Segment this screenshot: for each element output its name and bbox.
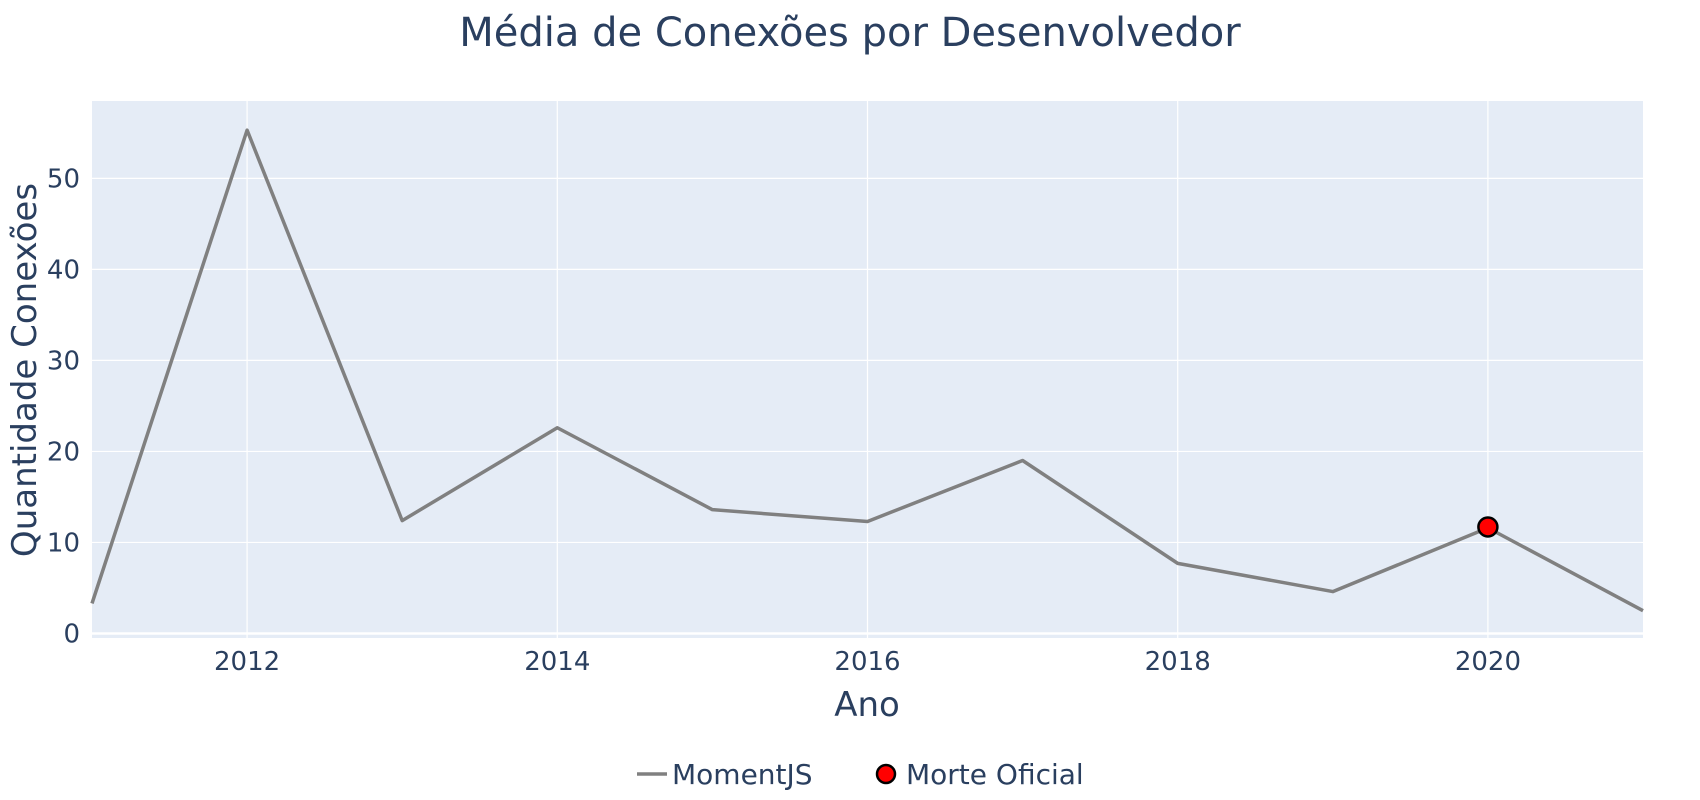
legend-label-morte-oficial: Morte Oficial xyxy=(906,758,1084,791)
y-tick-label: 40 xyxy=(47,255,80,285)
legend-marker-swatch xyxy=(875,763,897,785)
legend-item-morte-oficial[interactable]: Morte Oficial xyxy=(875,758,1084,791)
x-tick-label: 2016 xyxy=(834,647,900,677)
marker-morte-oficial xyxy=(1477,516,1499,538)
y-axis-ticks: 0 10 20 30 40 50 xyxy=(47,164,80,649)
series-line-momentjs xyxy=(90,128,1644,613)
legend-item-momentjs[interactable]: MomentJS xyxy=(637,758,813,791)
chart-title: Média de Conexões por Desenvolvedor xyxy=(459,10,1241,56)
x-tick-label: 2018 xyxy=(1145,647,1211,677)
y-tick-label: 10 xyxy=(47,528,80,558)
x-tick-label: 2014 xyxy=(524,647,590,677)
y-tick-label: 0 xyxy=(63,619,80,649)
x-tick-label: 2012 xyxy=(214,647,280,677)
legend-label-momentjs: MomentJS xyxy=(672,758,813,791)
legend: MomentJS Morte Oficial xyxy=(637,758,1084,791)
x-tick-label: 2020 xyxy=(1455,647,1521,677)
grid-lines xyxy=(92,101,1643,638)
y-tick-label: 50 xyxy=(47,164,80,194)
y-tick-label: 20 xyxy=(47,437,80,467)
y-tick-label: 30 xyxy=(47,346,80,376)
x-axis-title: Ano xyxy=(834,685,900,725)
series-layer xyxy=(90,128,1644,613)
y-axis-title: Quantidade Conexões xyxy=(5,183,45,557)
x-axis-ticks: 2012 2014 2016 2018 2020 xyxy=(214,647,1521,677)
